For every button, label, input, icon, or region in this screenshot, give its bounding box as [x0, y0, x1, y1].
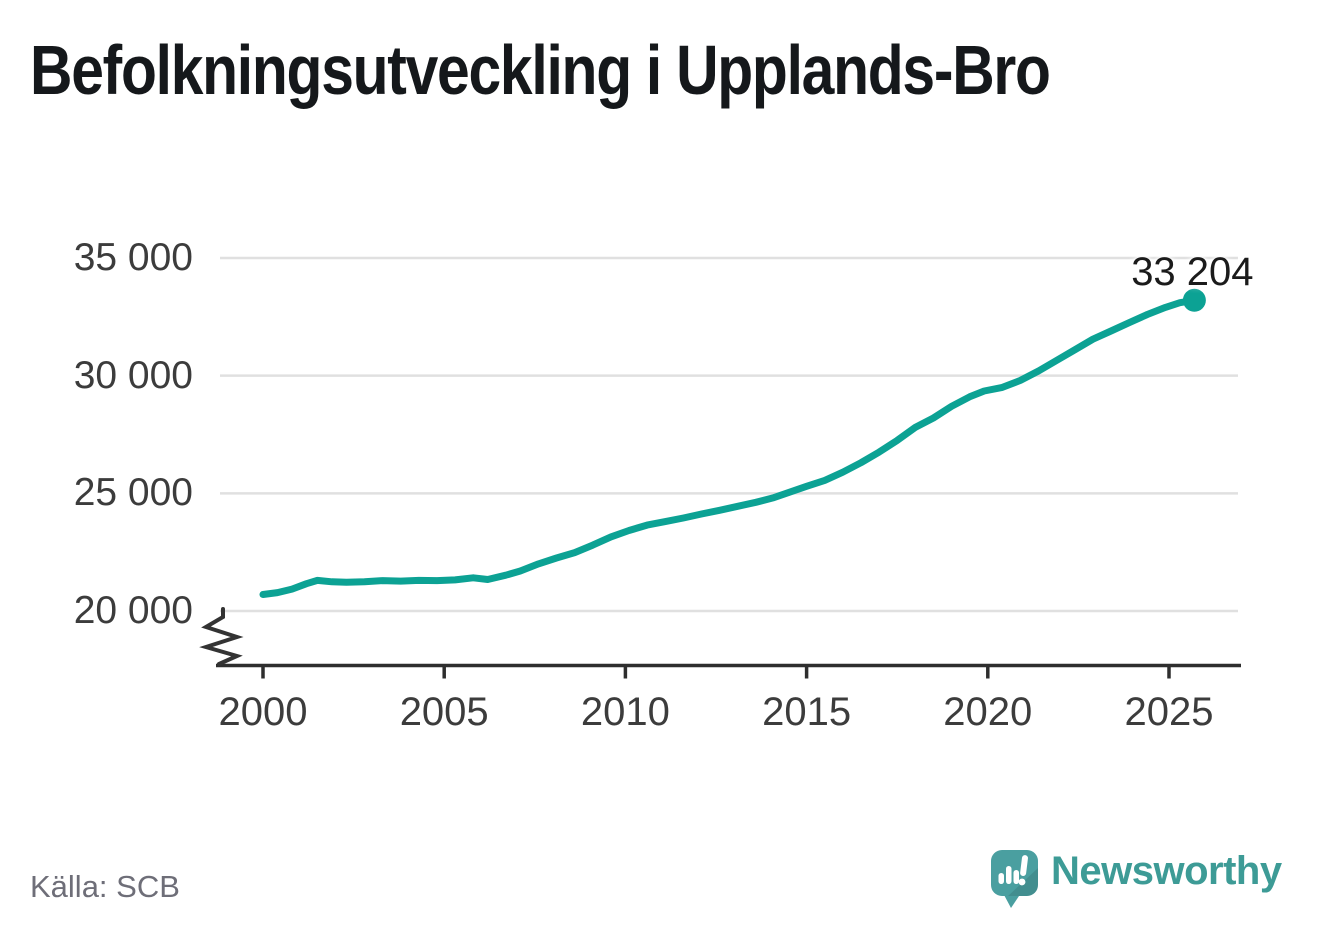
x-axis: [216, 663, 1241, 679]
x-tick-label: 2005: [399, 690, 489, 734]
y-tick-label: 20 000: [73, 589, 193, 632]
x-tick-label: 2015: [762, 690, 852, 734]
exclamation-glyph: [1018, 855, 1028, 886]
x-tick-label: 2000: [218, 690, 308, 734]
population-line-series: [259, 296, 1198, 598]
newsworthy-logo-text: Newsworthy: [1051, 849, 1282, 893]
gridlines: [220, 256, 1238, 613]
y-tick-label: 35 000: [73, 236, 193, 279]
y-tick-label: 30 000: [73, 353, 193, 397]
bar-chart-glyph: [998, 855, 1028, 886]
chart-title: Befolkningsutveckling i Upplands-Bro: [30, 31, 1051, 109]
source-note: Källa: SCB: [30, 869, 180, 904]
x-tick-label: 2025: [1124, 690, 1214, 734]
y-tick-label: 25 000: [73, 471, 193, 515]
y-axis-break-zigzag-icon: [199, 607, 244, 666]
x-tick-label: 2010: [580, 690, 670, 734]
last-value-marker-dot: [1182, 288, 1206, 312]
newsworthy-logo-icon: [991, 850, 1038, 908]
x-tick-label: 2020: [943, 690, 1033, 734]
last-value-label: 33 204: [1131, 250, 1254, 295]
